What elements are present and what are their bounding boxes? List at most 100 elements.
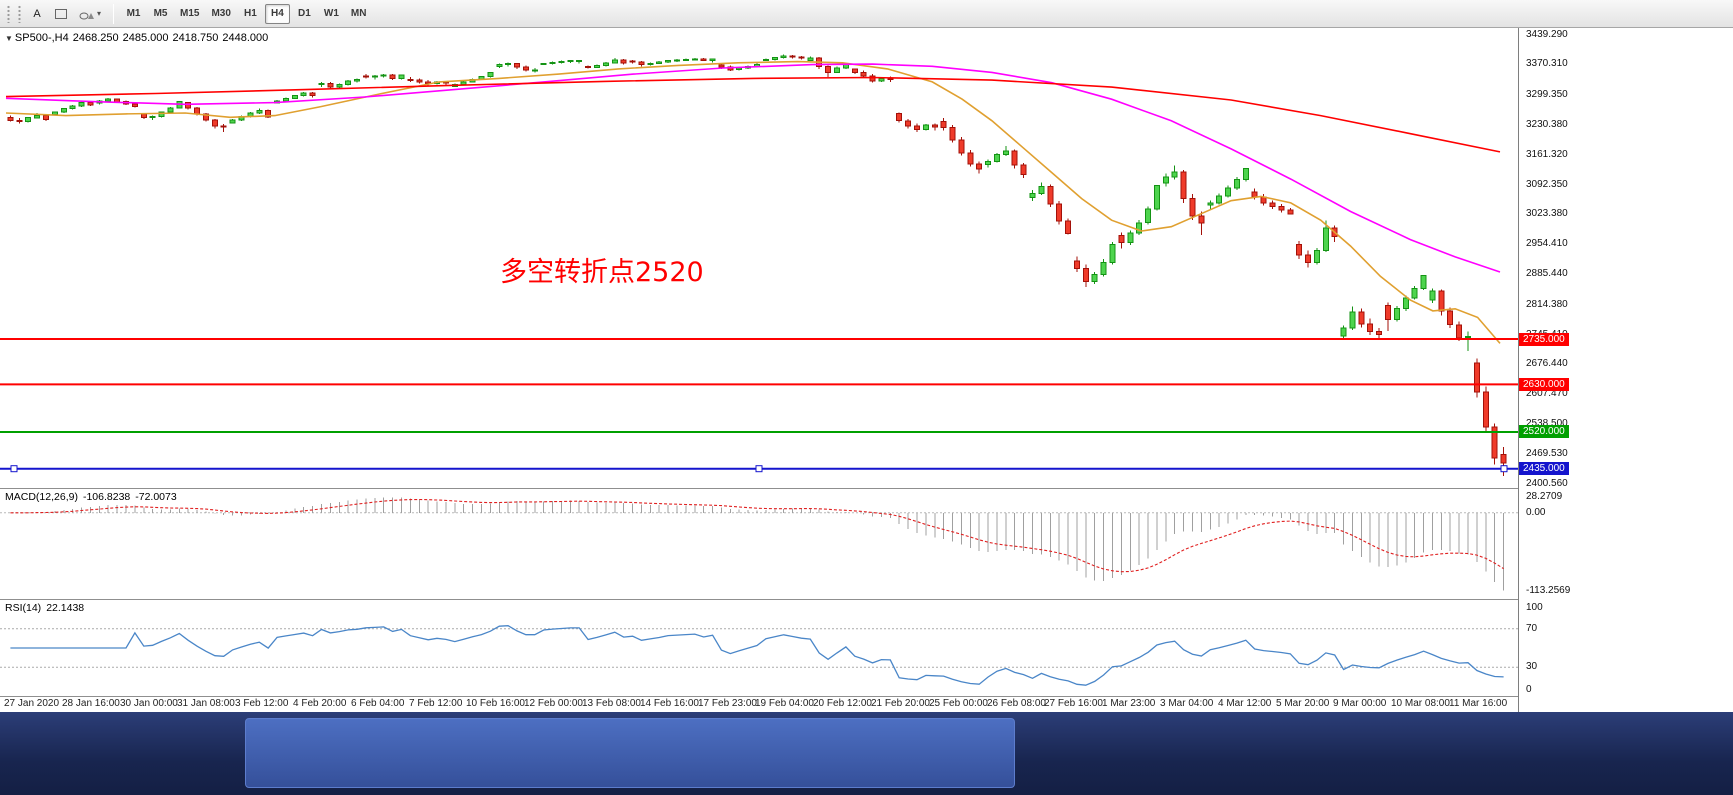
macd-axis-max: 28.2709: [1526, 491, 1563, 502]
price-tag-2630.000: 2630.000: [1519, 378, 1569, 391]
top-toolbar: A ▾ M1 M5 M15 M30 H1 H4 D1 W1 MN: [0, 0, 1733, 28]
time-axis-label: 20 Feb 12:00: [813, 698, 872, 709]
macd-indicator-panel[interactable]: [0, 489, 1518, 599]
toolbar-separator: [113, 3, 115, 24]
quote-line: ▼ SP500-,H4 2468.250 2485.000 2418.750 2448.0…: [5, 32, 272, 44]
price-tag-2520.000: 2520.000: [1519, 425, 1569, 438]
time-axis-label: 1 Mar 23:00: [1102, 698, 1156, 709]
price-axis-label: 3230.380: [1526, 119, 1568, 130]
price-axis-label: 2814.380: [1526, 299, 1568, 310]
time-axis-label: 30 Jan 00:00: [120, 698, 178, 709]
chevron-down-icon: ▾: [97, 9, 102, 18]
time-axis-label: 4 Feb 20:00: [293, 698, 347, 709]
rsi-axis-label-0: 0: [1526, 684, 1532, 695]
panel-separator-2[interactable]: [0, 599, 1733, 600]
quote-high: 2485.000: [122, 32, 169, 44]
chart-text-annotation[interactable]: 多空转折点2520: [500, 257, 704, 288]
shapes-icon: [79, 12, 94, 19]
time-axis-label: 31 Jan 08:00: [177, 698, 235, 709]
ma-medium-line: [5, 63, 1501, 273]
macd-histogram: [18, 497, 1505, 591]
price-axis-label: 3370.310: [1526, 58, 1568, 69]
rsi-value: 22.1438: [46, 602, 85, 614]
price-axis-label: 2885.440: [1526, 268, 1568, 279]
price-axis-label: 3092.350: [1526, 179, 1568, 190]
macd-signal-line: [10, 498, 1504, 573]
timeframe-button-m15[interactable]: M15: [180, 8, 200, 19]
rsi-axis-label-70: 70: [1526, 623, 1538, 634]
time-axis-label: 14 Feb 16:00: [640, 698, 699, 709]
macd-axis-min: -113.2569: [1526, 585, 1571, 596]
taskbar-window-button[interactable]: [245, 718, 1015, 788]
time-axis-label: 17 Feb 23:00: [698, 698, 757, 709]
price-axis-label: 3299.350: [1526, 89, 1568, 100]
rsi-axis-label-30: 30: [1526, 661, 1538, 672]
macd-value-main: -106.8238: [82, 491, 131, 503]
time-axis-label: 4 Mar 12:00: [1218, 698, 1272, 709]
panel-separator-3: [0, 696, 1733, 697]
rsi-line: [10, 625, 1504, 686]
panel-separator-1[interactable]: [0, 488, 1733, 489]
shapes-dropdown-button[interactable]: ▾: [74, 4, 106, 24]
hline-handle[interactable]: [10, 465, 18, 473]
time-axis-label: 6 Feb 04:00: [351, 698, 405, 709]
timeframe-button-m30[interactable]: M30: [211, 8, 231, 19]
timeframe-button-mn[interactable]: MN: [350, 8, 367, 19]
toolbar-grip[interactable]: [6, 4, 11, 23]
rsi-indicator-panel[interactable]: [0, 600, 1518, 696]
chart-window: ▼ SP500-,H4 2468.250 2485.000 2418.750 2448.0…: [0, 28, 1733, 712]
ma-fast-line: [5, 60, 1501, 344]
time-axis[interactable]: 27 Jan 2020 28 Jan 16:00 30 Jan 00:00 31 Ja…: [0, 698, 1518, 712]
timeframe-button-m1[interactable]: M1: [126, 8, 141, 19]
timeframe-button-h1[interactable]: H1: [244, 8, 257, 19]
quote-low: 2418.750: [172, 32, 219, 44]
ma-slow-line: [5, 76, 1501, 153]
macd-label: MACD(12,26,9) -106.8238 -72.0073: [5, 491, 182, 503]
rsi-label: RSI(14) 22.1438: [5, 602, 89, 614]
price-tag-2435.000: 2435.000: [1519, 462, 1569, 475]
timeframe-button-w1[interactable]: W1: [323, 8, 339, 19]
timeframe-button-h4[interactable]: H4: [264, 3, 290, 24]
time-axis-label: 19 Feb 04:00: [755, 698, 814, 709]
hline-handle[interactable]: [1500, 465, 1508, 473]
rsi-axis-label-100: 100: [1526, 602, 1543, 613]
time-axis-label: 11 Mar 16:00: [1449, 698, 1508, 709]
time-axis-label: 27 Feb 16:00: [1044, 698, 1103, 709]
taskbar: [0, 712, 1733, 795]
candles-layer: [7, 54, 1507, 477]
price-axis-label: 2676.440: [1526, 358, 1568, 369]
quote-close: 2448.000: [222, 32, 269, 44]
time-axis-label: 10 Mar 08:00: [1391, 698, 1450, 709]
time-axis-label: 28 Jan 16:00: [62, 698, 120, 709]
timeframe-button-m5[interactable]: M5: [153, 8, 168, 19]
timeframe-button-d1[interactable]: D1: [298, 8, 311, 19]
price-axis-label: 3161.320: [1526, 149, 1568, 160]
hline-handle[interactable]: [755, 465, 763, 473]
time-axis-label: 13 Feb 08:00: [582, 698, 641, 709]
price-axis-label: 3023.380: [1526, 208, 1568, 219]
symbol-marker-icon: ▼: [5, 34, 13, 43]
price-axis-label: 3439.290: [1526, 29, 1568, 40]
macd-value-signal: -72.0073: [135, 491, 177, 503]
time-axis-label: 21 Feb 20:00: [871, 698, 930, 709]
rsi-name: RSI(14): [5, 602, 42, 614]
text-frame-icon: [55, 8, 67, 19]
text-frame-tool-button[interactable]: [50, 4, 72, 24]
main-price-chart[interactable]: [0, 28, 1518, 488]
time-axis-label: 5 Mar 20:00: [1276, 698, 1330, 709]
price-axis-label: 2954.410: [1526, 238, 1568, 249]
time-axis-label: 12 Feb 00:00: [524, 698, 583, 709]
macd-name: MACD(12,26,9): [5, 491, 78, 503]
time-axis-label: 27 Jan 2020: [4, 698, 60, 709]
time-axis-label: 7 Feb 12:00: [409, 698, 463, 709]
price-axis-label: 2538.500: [1526, 418, 1568, 429]
toolbar-grip-2[interactable]: [17, 4, 22, 23]
text-label-tool-button[interactable]: A: [26, 4, 48, 24]
quote-symbol: SP500-,H4: [14, 32, 69, 44]
quote-open: 2468.250: [72, 32, 119, 44]
text-label-tool-icon: A: [33, 7, 41, 20]
time-axis-label: 10 Feb 16:00: [466, 698, 525, 709]
time-axis-label: 25 Feb 00:00: [929, 698, 988, 709]
price-axis[interactable]: 3439.290 3370.310 3299.350 3230.380 3161.320…: [1518, 28, 1733, 712]
price-axis-label: 2607.470: [1526, 388, 1568, 399]
